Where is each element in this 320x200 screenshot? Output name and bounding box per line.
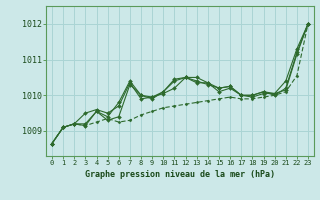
- X-axis label: Graphe pression niveau de la mer (hPa): Graphe pression niveau de la mer (hPa): [85, 170, 275, 179]
